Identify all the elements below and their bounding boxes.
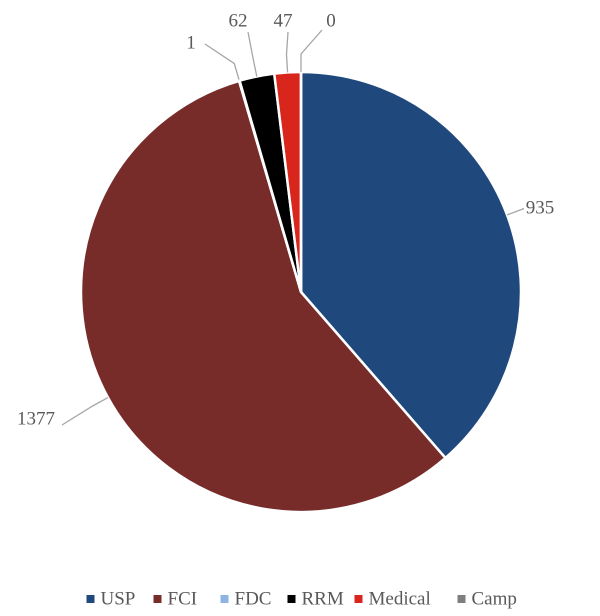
data-label: 1 <box>186 32 196 53</box>
legend-label: Medical <box>369 588 431 609</box>
leader-line <box>285 31 289 73</box>
data-label: 935 <box>526 197 555 218</box>
legend-swatch <box>457 595 466 603</box>
leader-line <box>247 31 258 77</box>
data-label: 1377 <box>17 408 55 429</box>
legend-label: FDC <box>235 588 272 609</box>
legend-swatch <box>354 595 363 603</box>
legend-label: Camp <box>472 588 517 609</box>
pie-slice <box>299 70 523 460</box>
legend-swatch <box>287 595 296 603</box>
legend-swatch <box>86 595 95 603</box>
data-label: 62 <box>229 10 248 31</box>
leader-line <box>300 29 323 72</box>
data-label: 0 <box>326 10 336 31</box>
legend-label: USP <box>101 588 136 609</box>
legend-label: FCI <box>168 588 198 609</box>
leader-line <box>61 397 109 426</box>
data-label: 47 <box>274 10 293 31</box>
leader-line <box>506 207 525 216</box>
legend-swatch <box>220 595 229 603</box>
legend-swatch <box>153 595 162 603</box>
leader-line <box>204 43 240 81</box>
legend-label: RRM <box>302 588 344 609</box>
